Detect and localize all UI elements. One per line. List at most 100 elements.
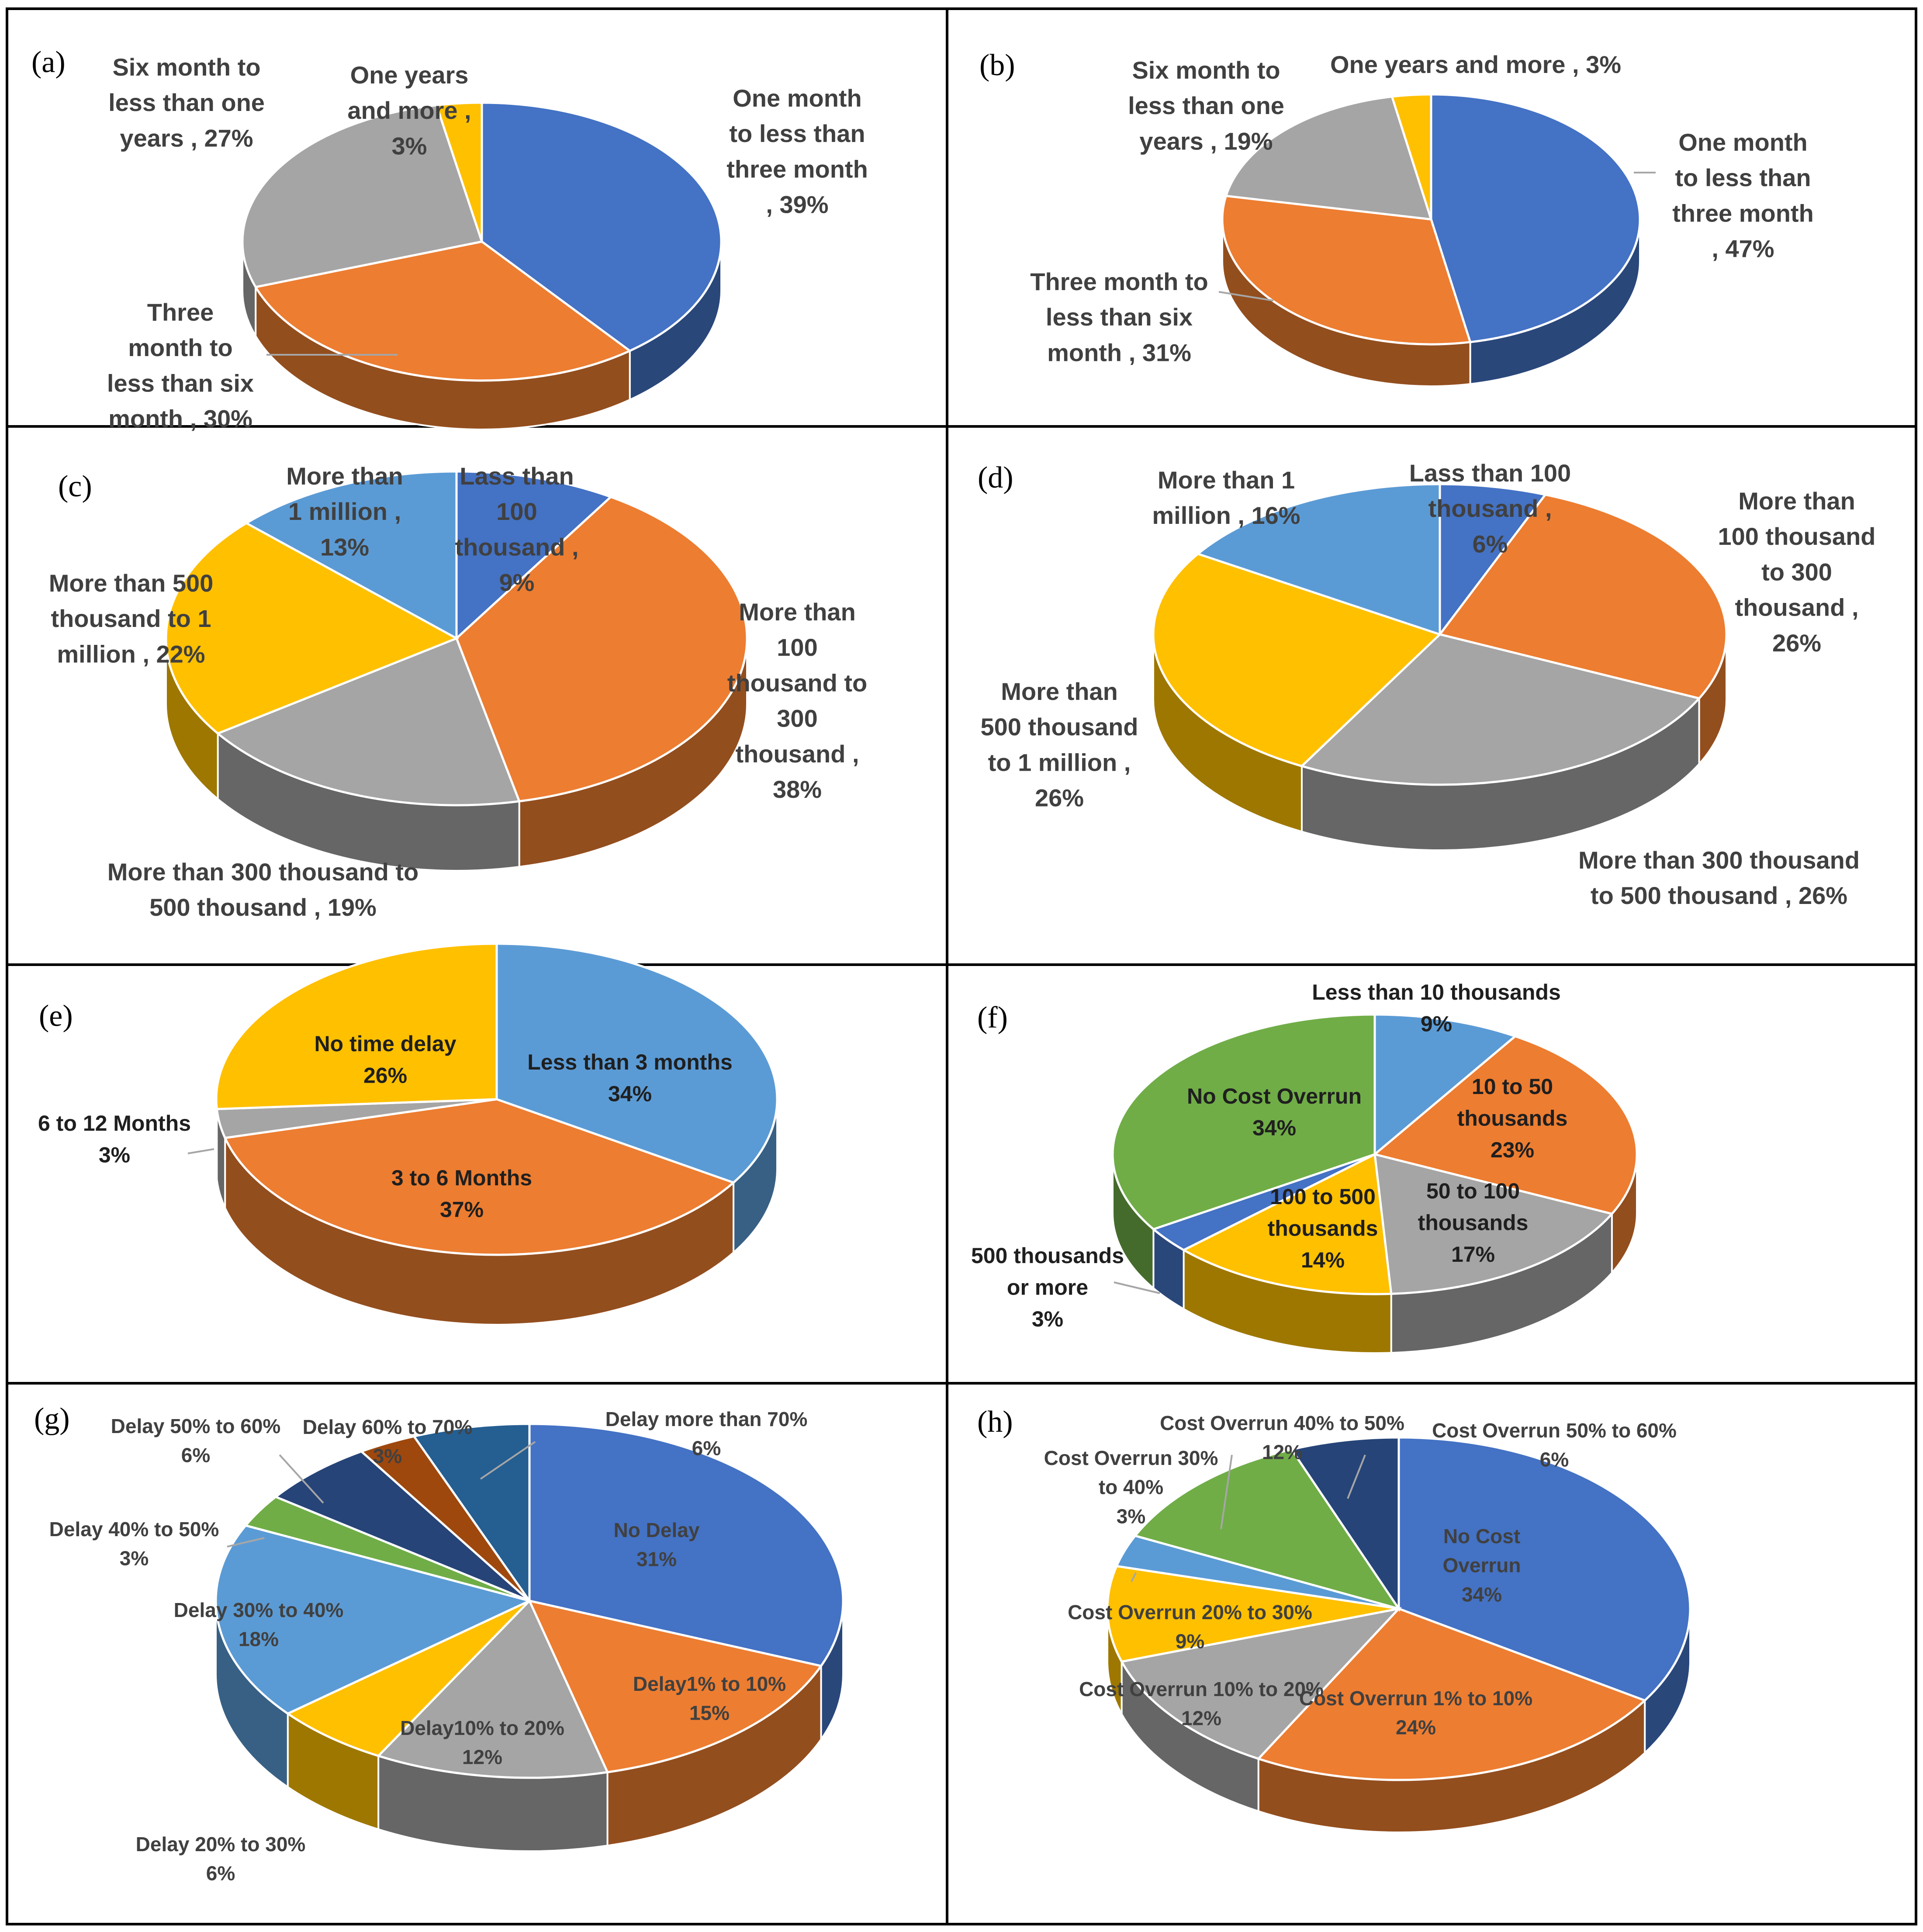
data-label-6-to-12-months: 6 to 12 Months 3%	[38, 1111, 191, 1167]
pie-tops	[1152, 483, 1728, 786]
pie-slice-more-than-100-thousand-to-300-thousand	[1438, 493, 1728, 700]
pie-chart-e: Less than 3 months 34% 3 to 6 Months 37% 6 t…	[38, 942, 778, 1326]
pie-slice-one-month-to-less-than-three-month	[481, 101, 723, 352]
panel-tag: (g)	[34, 1402, 70, 1436]
pie-slice-no-time-delay	[215, 942, 498, 1110]
pie-slice-100-to-500-thousands	[1181, 1153, 1393, 1295]
leader-line-delay-40-to-50	[227, 1537, 265, 1548]
leader-line-cost-overrun-40-to-50	[1220, 1454, 1233, 1530]
pie-slice-delay1-to-10	[527, 1599, 823, 1774]
pie-sides	[1107, 1608, 1691, 1833]
pie-labels: Less than 10 thousands 9% 10 to 50 thousand…	[971, 980, 1567, 1331]
data-label-more-than-1-million: More than 1 million , 16%	[1152, 466, 1300, 529]
pie-slice-no-cost-overrun	[1111, 1013, 1376, 1231]
leader-line-three-month-to-less-than-six-month	[1218, 291, 1274, 301]
pie-labels: Lass than 100 thousand , 9% More than 100 thou…	[49, 462, 867, 921]
data-label-three-month-to-less-than-six-month: Three month to less than six month , 31%	[1030, 268, 1208, 366]
data-label-less-than-3-months: Less than 3 months 34%	[527, 1050, 733, 1106]
pie-chart-a: One month to less than three month, 39% Thr…	[31, 45, 868, 433]
data-label-more-than-100-thousand-to-300-thousand: More than 100 thousand to 300 thousand , 26%	[1718, 487, 1876, 657]
pie-chart-h: No Cost Overrun 34% Cost Overrun 1% to 10% 2…	[977, 1405, 1691, 1833]
data-label-more-than-300-thousand-to-500-thousand: More than 300 thousand to 500 thousand , …	[1578, 846, 1860, 909]
data-label-lass-than-100-thousand: Lass than 100 thousand , 9%	[455, 462, 578, 596]
data-label-delay-60-to-70: Delay 60% to 70% 3%	[303, 1416, 473, 1468]
data-label-delay-40-to-50: Delay 40% to 50% 3%	[49, 1518, 219, 1570]
pie-slice-one-years-and-more	[1390, 93, 1432, 220]
pie-slice-six-month-to-less-than-one-years	[1224, 95, 1433, 221]
pie-slice-50-to-100-thousands	[1373, 1153, 1614, 1295]
pie-chart-d: Lass than 100 thousand , 6% More than 100 th…	[978, 459, 1875, 909]
pie-slice-more-than-500-thousand-to-1-million	[165, 522, 459, 735]
pie-slice-more-than-500-thousand-to-1-million	[1152, 552, 1442, 768]
pie-labels: One month to less than three month, 47% Thr…	[1030, 51, 1814, 366]
data-label-cost-overrun-10-to-20: Cost Overrun 10% to 20% 12%	[1079, 1678, 1324, 1730]
data-label-100-to-500-thousands: 100 to 500 thousands 14%	[1268, 1184, 1378, 1272]
panel-tag: (c)	[58, 470, 92, 503]
pie-slice-cost-overrun-20-to-30	[1106, 1565, 1399, 1663]
data-label-no-time-delay: No time delay 26%	[314, 1032, 456, 1088]
data-label-delay10-to-20: Delay10% to 20% 12%	[400, 1717, 564, 1769]
panel-tag: (d)	[978, 461, 1013, 495]
data-label-more-than-1-million: More than 1 million , 13%	[286, 462, 403, 561]
leader-line-cost-overrun-30-to-40	[1131, 1572, 1137, 1582]
pie-sides	[215, 1099, 778, 1326]
data-label-six-month-to-less-than-one-years: Six month to less than one years , 19%	[1128, 56, 1284, 155]
pie-slice-more-than-1-million	[1196, 483, 1441, 636]
pie-slice-lass-than-100-thousand	[455, 470, 613, 641]
pie-slice-more-than-1-million	[244, 470, 458, 641]
pie-slice-one-month-to-less-than-three-month	[1430, 93, 1641, 343]
pie-slice-cost-overrun-50-to-60	[1290, 1436, 1400, 1613]
pie-slice-six-month-to-less-than-one-years	[241, 104, 484, 288]
pie-labels: Less than 3 months 34% 3 to 6 Months 37% 6 t…	[38, 1032, 733, 1222]
pie-slice-delay-50-to-60	[273, 1450, 530, 1602]
data-label-six-month-to-less-than-one-years: Six month to less than one years , 27%	[108, 53, 265, 152]
leader-line-cost-overrun-50-to-60	[1347, 1454, 1366, 1499]
data-label-cost-overrun-40-to-50: Cost Overrun 40% to 50% 12%	[1160, 1412, 1404, 1464]
data-label-cost-overrun-30-to-40: Cost Overrun 30% to 40% 3%	[1044, 1447, 1218, 1527]
pie-tops	[1221, 93, 1641, 346]
data-label-three-month-to-less-than-six-month: Three month to less than six month , 30%	[107, 298, 254, 433]
data-label-no-delay: No Delay 31%	[614, 1519, 700, 1571]
pie-slice-cost-overrun-1-to-10	[1256, 1607, 1647, 1781]
data-label-delay-20-to-30: Delay 20% to 30% 6%	[136, 1833, 306, 1885]
pie-slice-delay-more-than-70	[412, 1423, 531, 1604]
pie-slice-three-month-to-less-than-six-month	[254, 240, 632, 382]
pie-slice-cost-overrun-40-to-50	[1133, 1448, 1401, 1611]
data-label-more-than-100-thousand-to-300-thousand: More than 100 thousand to 300 thousand , 38%	[727, 598, 867, 803]
pie-tops	[165, 470, 748, 807]
panel-tag: (b)	[979, 48, 1015, 82]
data-label-delay-50-to-60: Delay 50% to 60% 6%	[111, 1415, 281, 1467]
data-label-more-than-500-thousand-to-1-million: More than 500 thousand to 1 million , 22%	[49, 569, 214, 668]
pie-slice-delay-20-to-30	[285, 1600, 530, 1757]
pie-slice-no-delay	[528, 1423, 844, 1667]
data-label-delay-30-to-40: Delay 30% to 40% 18%	[174, 1599, 344, 1651]
data-label-one-years-and-more: One years and more , 3%	[1330, 51, 1621, 78]
pie-labels: Lass than 100 thousand , 6% More than 100 th…	[981, 459, 1876, 909]
pie-slice-one-years-and-more	[435, 101, 483, 242]
panel-tag: (h)	[977, 1405, 1013, 1439]
pie-labels: No Delay 31% Delay1% to 10% 15% Delay10% to …	[49, 1408, 808, 1885]
pie-chart-b: One month to less than three month, 47% Thr…	[979, 48, 1814, 387]
pie-slice-more-than-300-thousand-to-500-thousand	[215, 637, 521, 807]
leader-line-delay-50-to-60	[279, 1454, 324, 1504]
leader-line-500-thousands-or-more	[1114, 1281, 1160, 1294]
data-label-more-than-300-thousand-to-500-thousand: More than 300 thousand to 500 thousand , …	[107, 858, 419, 921]
pie-slice-lass-than-100-thousand	[1439, 483, 1547, 638]
leader-line-delay-more-than-70	[480, 1441, 536, 1480]
pie-slice-delay-30-to-40	[214, 1524, 533, 1715]
data-label-one-years-and-more: One years and more , 3%	[347, 61, 471, 159]
pie-sides	[1112, 1154, 1638, 1354]
pie-chart-c: Lass than 100 thousand , 9% More than 100 thou…	[49, 462, 867, 921]
data-label-one-month-to-less-than-three-month: One month to less than three month, 39%	[726, 84, 868, 218]
leader-line-6-to-12-months	[187, 1148, 214, 1154]
pie-slice-three-month-to-less-than-six-month	[1221, 194, 1472, 346]
panel-tag: (e)	[39, 999, 73, 1033]
data-label-10-to-50-thousands: 10 to 50 thousands 23%	[1457, 1074, 1568, 1162]
pie-tops	[215, 942, 778, 1256]
panel-tag: (f)	[977, 1001, 1008, 1035]
pie-labels: One month to less than three month, 39% Thr…	[107, 53, 868, 433]
data-label-cost-overrun-20-to-30: Cost Overrun 20% to 30% 9%	[1068, 1601, 1312, 1653]
data-label-cost-overrun-50-to-60: Cost Overrun 50% to 60% 6%	[1432, 1419, 1677, 1471]
pie-sides	[215, 1600, 844, 1852]
